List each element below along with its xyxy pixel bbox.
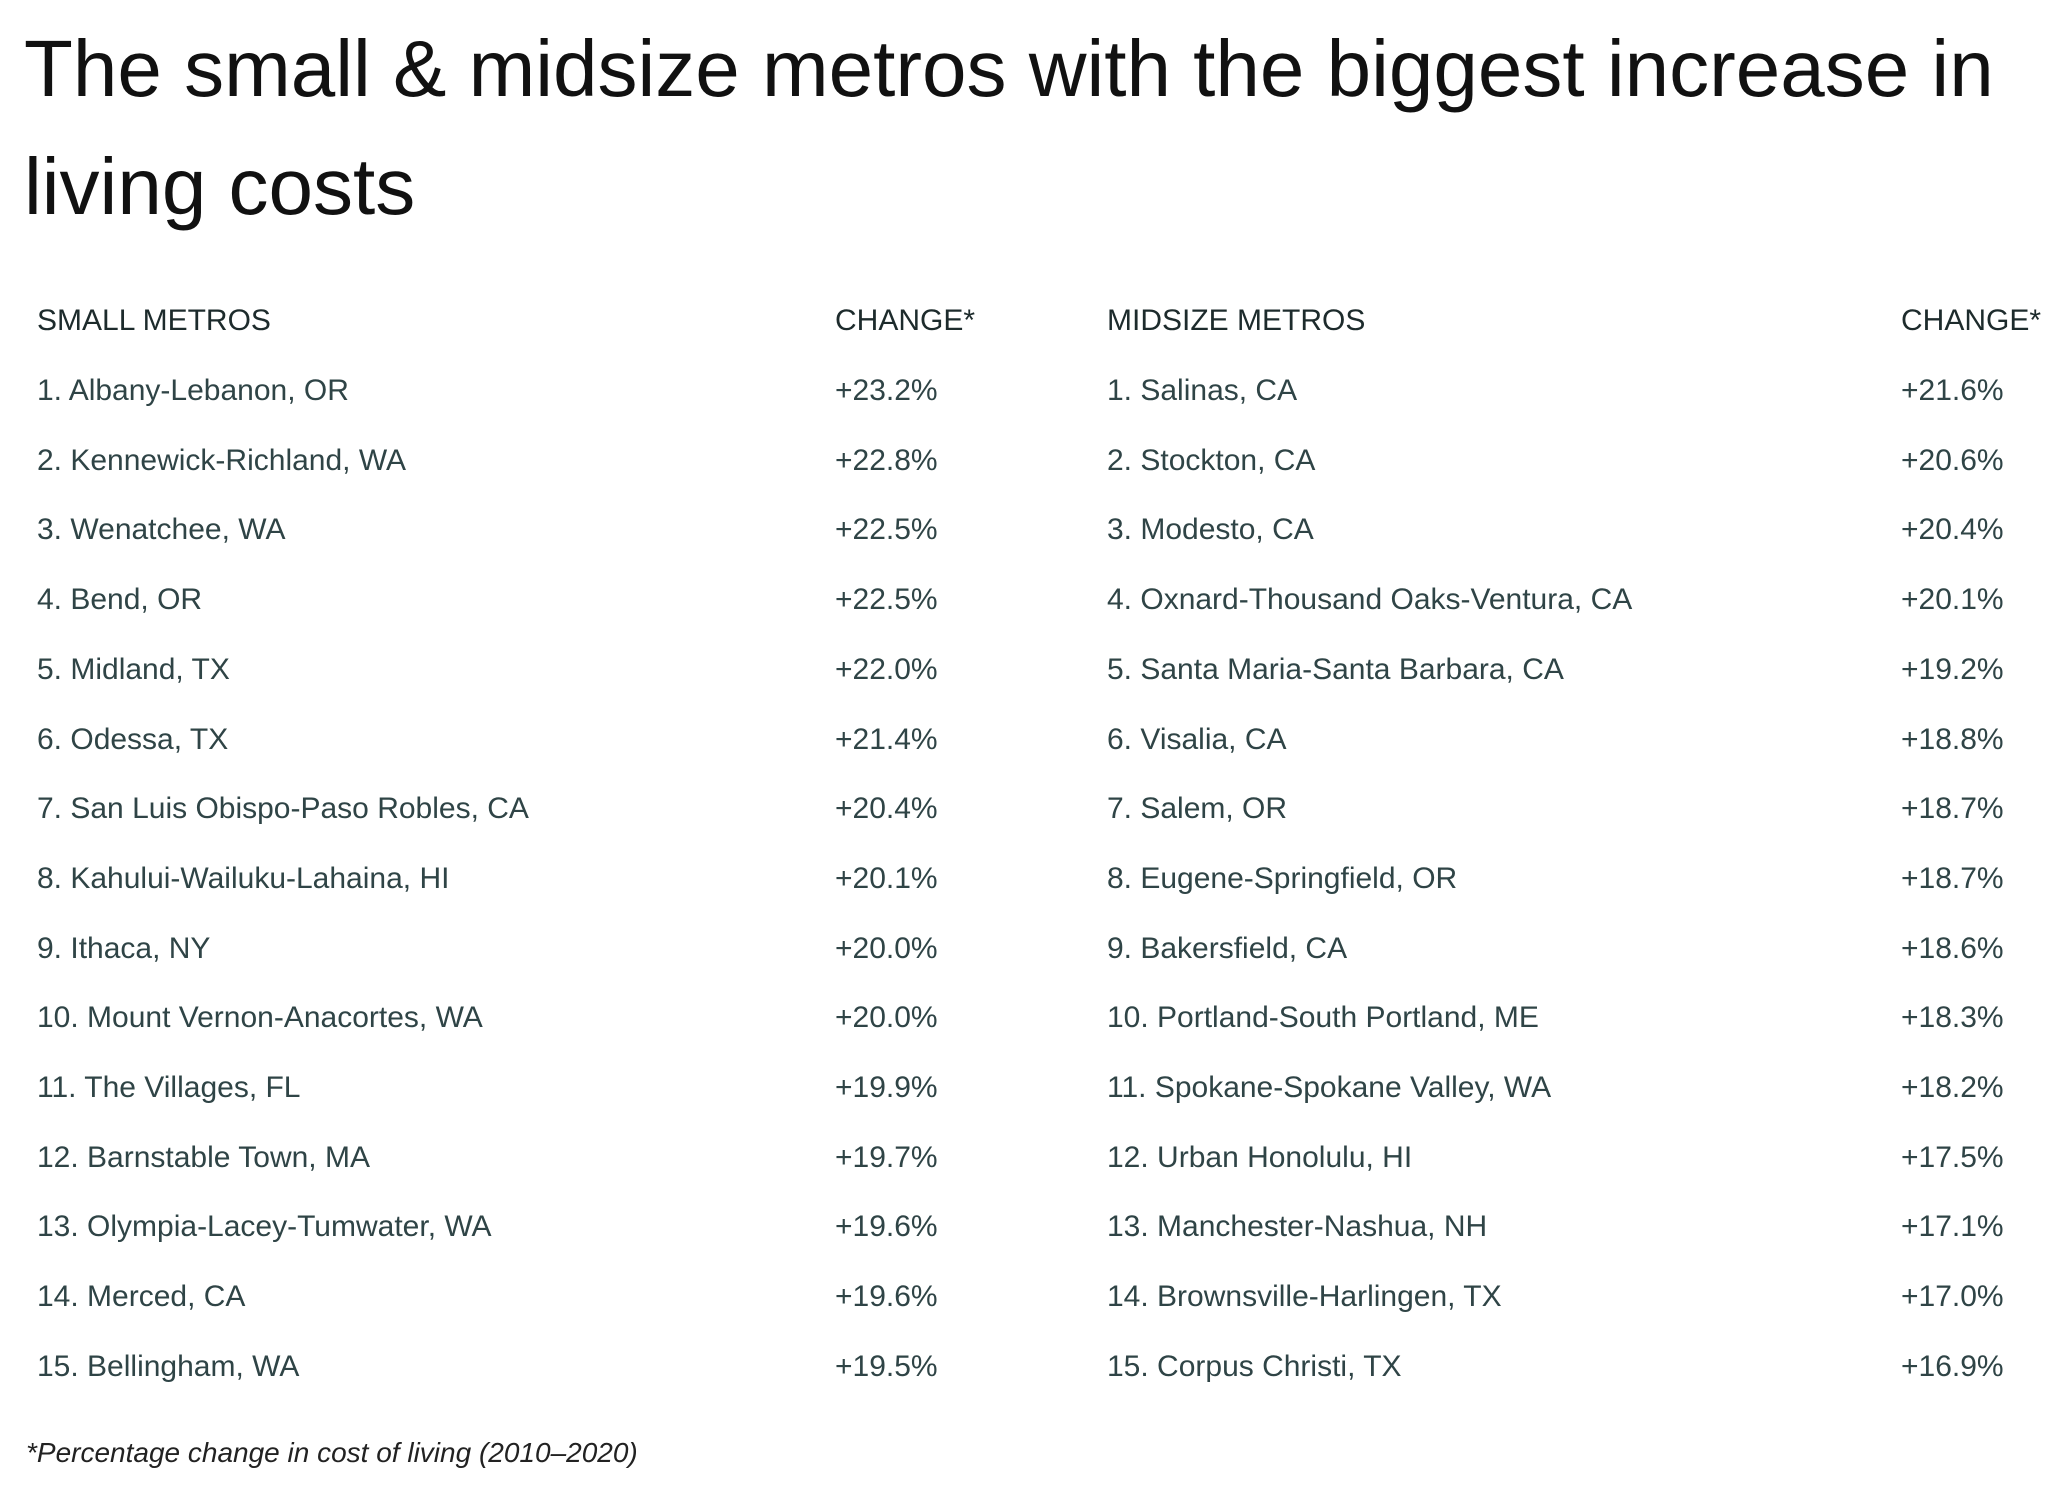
metro-name: 14. Merced, CA: [37, 1280, 246, 1314]
change-value: +20.1%: [835, 861, 938, 895]
metro-name: 2. Kennewick-Richland, WA: [37, 443, 407, 477]
footnote: *Percentage change in cost of living (20…: [26, 1437, 638, 1468]
metro-name: 15. Bellingham, WA: [37, 1349, 300, 1383]
metro-name: 1. Albany-Lebanon, OR: [37, 374, 349, 407]
change-value: +20.0%: [835, 931, 938, 965]
change-value: +19.6%: [835, 1210, 938, 1244]
change-value: +20.4%: [1901, 513, 2004, 547]
metro-name: 3. Modesto, CA: [1107, 513, 1314, 547]
change-value: +17.0%: [1901, 1280, 2004, 1314]
metro-name: 6. Visalia, CA: [1107, 722, 1287, 756]
metro-name: 11. The Villages, FL: [37, 1071, 301, 1104]
metro-name: 6. Odessa, TX: [37, 722, 229, 756]
column-header: SMALL METROS: [37, 304, 271, 337]
metro-name: 15. Corpus Christi, TX: [1107, 1349, 1402, 1383]
change-value: +18.3%: [1901, 1001, 2004, 1035]
metro-name: 12. Urban Honolulu, HI: [1107, 1140, 1413, 1174]
change-value: +18.2%: [1901, 1071, 2004, 1104]
metro-name: 7. San Luis Obispo-Paso Robles, CA: [37, 792, 529, 826]
column-header: CHANGE*: [835, 304, 976, 337]
change-value: +22.8%: [835, 443, 938, 477]
change-value: +21.4%: [835, 722, 938, 756]
column-header: MIDSIZE METROS: [1107, 304, 1366, 337]
change-value: +18.6%: [1901, 931, 2004, 965]
change-value: +20.6%: [1901, 443, 2004, 477]
change-value: +17.1%: [1901, 1210, 2004, 1244]
change-value: +19.7%: [835, 1140, 938, 1174]
metro-name: 13. Manchester-Nashua, NH: [1107, 1210, 1488, 1244]
metro-name: 5. Midland, TX: [37, 652, 230, 686]
metro-name: 10. Portland-South Portland, ME: [1107, 1001, 1539, 1035]
metro-name: 10. Mount Vernon-Anacortes, WA: [37, 1001, 483, 1035]
change-value: +22.5%: [835, 583, 938, 617]
metro-name: 9. Ithaca, NY: [37, 931, 211, 965]
metro-name: 7. Salem, OR: [1107, 792, 1288, 826]
metro-name: 11. Spokane-Spokane Valley, WA: [1107, 1071, 1552, 1104]
change-value: +22.0%: [835, 652, 938, 686]
metro-name: 12. Barnstable Town, MA: [37, 1140, 370, 1174]
change-value: +19.5%: [835, 1349, 938, 1383]
metro-name: 4. Bend, OR: [37, 583, 203, 617]
metro-name: 5. Santa Maria-Santa Barbara, CA: [1107, 652, 1564, 686]
metro-name: 2. Stockton, CA: [1107, 443, 1316, 477]
change-value: +21.6%: [1901, 374, 2004, 407]
metro-name: 4. Oxnard-Thousand Oaks-Ventura, CA: [1107, 583, 1633, 617]
metro-name: 13. Olympia-Lacey-Tumwater, WA: [37, 1210, 492, 1244]
metro-name: 3. Wenatchee, WA: [37, 513, 286, 547]
change-value: +20.0%: [835, 1001, 938, 1035]
metro-name: 1. Salinas, CA: [1107, 374, 1298, 407]
change-value: +18.7%: [1901, 792, 2004, 826]
metro-name: 8. Eugene-Springfield, OR: [1107, 861, 1458, 895]
metro-name: 9. Bakersfield, CA: [1107, 931, 1348, 965]
change-value: +18.8%: [1901, 722, 2004, 756]
column-header: CHANGE*: [1901, 304, 2042, 337]
change-value: +19.6%: [835, 1280, 938, 1314]
change-value: +18.7%: [1901, 861, 2004, 895]
change-value: +20.1%: [1901, 583, 2004, 617]
change-value: +19.9%: [835, 1071, 938, 1104]
change-value: +22.5%: [835, 513, 938, 547]
metro-name: 8. Kahului-Wailuku-Lahaina, HI: [37, 861, 450, 895]
change-value: +19.2%: [1901, 652, 2004, 686]
change-value: +16.9%: [1901, 1349, 2004, 1383]
change-value: +20.4%: [835, 792, 938, 826]
title: The small & midsize metros with the bigg…: [24, 24, 1994, 231]
metro-name: 14. Brownsville-Harlingen, TX: [1107, 1280, 1502, 1314]
change-value: +23.2%: [835, 374, 938, 407]
change-value: +17.5%: [1901, 1140, 2004, 1174]
